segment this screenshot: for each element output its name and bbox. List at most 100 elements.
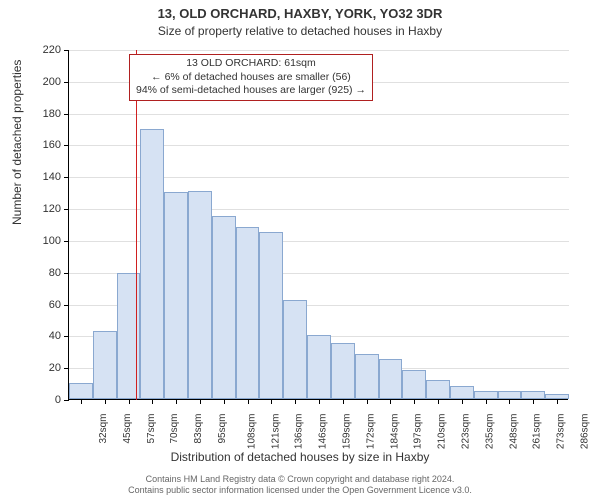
histogram-bar	[450, 386, 474, 399]
xtick-mark	[319, 399, 320, 404]
reference-line	[136, 50, 137, 400]
x-axis-label: Distribution of detached houses by size …	[0, 450, 600, 464]
y-axis-label: Number of detached properties	[10, 60, 24, 225]
xtick-mark	[105, 399, 106, 404]
xtick-mark	[390, 399, 391, 404]
xtick-label: 273sqm	[556, 414, 567, 450]
xtick-mark	[486, 399, 487, 404]
histogram-bar	[331, 343, 355, 399]
gridline	[69, 50, 569, 51]
ytick-label: 0	[31, 394, 61, 406]
xtick-label: 261sqm	[532, 414, 543, 450]
xtick-mark	[438, 399, 439, 404]
histogram-bar	[283, 300, 307, 399]
histogram-bar	[69, 383, 93, 399]
footer-line-2: Contains public sector information licen…	[0, 485, 600, 496]
ytick-label: 40	[31, 330, 61, 342]
annotation-line: 13 OLD ORCHARD: 61sqm	[136, 57, 366, 71]
histogram-bar	[521, 391, 545, 399]
xtick-label: 121sqm	[270, 414, 281, 450]
xtick-label: 210sqm	[437, 414, 448, 450]
ytick-label: 180	[31, 108, 61, 120]
xtick-label: 286sqm	[580, 414, 591, 450]
xtick-mark	[509, 399, 510, 404]
ytick-label: 220	[31, 44, 61, 56]
xtick-label: 95sqm	[217, 414, 228, 444]
xtick-mark	[343, 399, 344, 404]
annotation-line: 94% of semi-detached houses are larger (…	[136, 84, 366, 98]
xtick-label: 45sqm	[122, 414, 133, 444]
histogram-bar	[212, 216, 236, 399]
xtick-mark	[200, 399, 201, 404]
xtick-mark	[81, 399, 82, 404]
ytick-label: 140	[31, 171, 61, 183]
chart-title-main: 13, OLD ORCHARD, HAXBY, YORK, YO32 3DR	[0, 6, 600, 21]
ytick-mark	[64, 336, 69, 337]
ytick-mark	[64, 114, 69, 115]
ytick-label: 160	[31, 139, 61, 151]
ytick-label: 20	[31, 362, 61, 374]
footer-line-1: Contains HM Land Registry data © Crown c…	[0, 474, 600, 485]
chart-footer: Contains HM Land Registry data © Crown c…	[0, 474, 600, 496]
xtick-label: 197sqm	[413, 414, 424, 450]
ytick-mark	[64, 177, 69, 178]
histogram-bar	[164, 192, 188, 399]
histogram-bar	[140, 129, 164, 399]
histogram-bar	[259, 232, 283, 399]
xtick-label: 70sqm	[169, 414, 180, 444]
xtick-mark	[271, 399, 272, 404]
xtick-label: 108sqm	[246, 414, 257, 450]
ytick-mark	[64, 400, 69, 401]
ytick-mark	[64, 50, 69, 51]
xtick-label: 248sqm	[508, 414, 519, 450]
xtick-mark	[176, 399, 177, 404]
ytick-label: 60	[31, 299, 61, 311]
xtick-label: 184sqm	[389, 414, 400, 450]
xtick-label: 57sqm	[146, 414, 157, 444]
xtick-label: 83sqm	[193, 414, 204, 444]
histogram-bar	[402, 370, 426, 399]
xtick-label: 235sqm	[484, 414, 495, 450]
ytick-mark	[64, 241, 69, 242]
ytick-mark	[64, 145, 69, 146]
ytick-mark	[64, 305, 69, 306]
chart-plot-area: 02040608010012014016018020022032sqm45sqm…	[68, 50, 568, 400]
annotation-line: ← 6% of detached houses are smaller (56)	[136, 71, 366, 85]
histogram-bar	[474, 391, 498, 399]
ytick-mark	[64, 368, 69, 369]
xtick-mark	[367, 399, 368, 404]
histogram-bar	[117, 273, 141, 399]
gridline	[69, 114, 569, 115]
ytick-label: 80	[31, 267, 61, 279]
xtick-mark	[295, 399, 296, 404]
histogram-bar	[355, 354, 379, 399]
xtick-mark	[248, 399, 249, 404]
xtick-mark	[414, 399, 415, 404]
xtick-label: 32sqm	[98, 414, 109, 444]
ytick-mark	[64, 273, 69, 274]
histogram-bar	[379, 359, 403, 399]
xtick-mark	[224, 399, 225, 404]
histogram-bar	[188, 191, 212, 399]
xtick-label: 223sqm	[461, 414, 472, 450]
xtick-label: 172sqm	[365, 414, 376, 450]
chart-title-sub: Size of property relative to detached ho…	[0, 24, 600, 38]
xtick-mark	[129, 399, 130, 404]
ytick-label: 200	[31, 76, 61, 88]
xtick-mark	[533, 399, 534, 404]
annotation-box: 13 OLD ORCHARD: 61sqm← 6% of detached ho…	[129, 54, 373, 101]
xtick-mark	[557, 399, 558, 404]
ytick-mark	[64, 82, 69, 83]
ytick-label: 100	[31, 235, 61, 247]
histogram-bar	[93, 331, 117, 399]
xtick-label: 136sqm	[294, 414, 305, 450]
histogram-bar	[498, 391, 522, 399]
xtick-label: 146sqm	[318, 414, 329, 450]
histogram-bar	[426, 380, 450, 399]
xtick-label: 159sqm	[342, 414, 353, 450]
xtick-mark	[462, 399, 463, 404]
ytick-mark	[64, 209, 69, 210]
xtick-mark	[152, 399, 153, 404]
histogram-bar	[236, 227, 260, 399]
histogram-bar	[307, 335, 331, 399]
